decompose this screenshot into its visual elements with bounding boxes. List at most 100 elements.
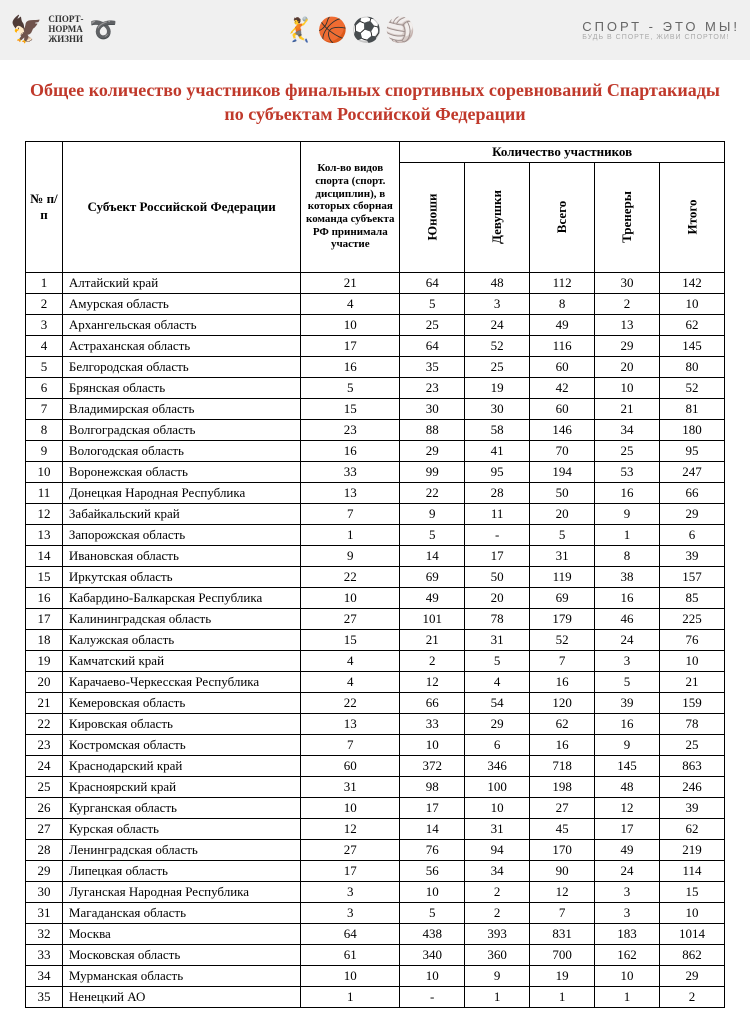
cell-coaches: 48 [595, 776, 660, 797]
cell-num: 16 [26, 587, 63, 608]
col-boys: Юноши [400, 162, 465, 272]
table-row: 20Карачаево-Черкесская Республика4124165… [26, 671, 725, 692]
cell-girls: 95 [465, 461, 530, 482]
cell-coaches: 1 [595, 986, 660, 1007]
cell-grand: 39 [660, 797, 725, 818]
cell-girls: 10 [465, 797, 530, 818]
cell-total: 69 [530, 587, 595, 608]
table-row: 10Воронежская область33999519453247 [26, 461, 725, 482]
cell-coaches: 8 [595, 545, 660, 566]
cell-grand: 29 [660, 503, 725, 524]
cell-grand: 39 [660, 545, 725, 566]
cell-boys: 10 [400, 881, 465, 902]
cell-kinds: 15 [301, 629, 400, 650]
sport-norma-text: СПОРТ- НОРМА ЖИЗНИ [48, 15, 83, 45]
cell-total: 31 [530, 545, 595, 566]
cell-subject: Калининградская область [62, 608, 300, 629]
cell-girls: 17 [465, 545, 530, 566]
cell-coaches: 53 [595, 461, 660, 482]
cell-num: 30 [26, 881, 63, 902]
cell-girls: 28 [465, 482, 530, 503]
cell-grand: 62 [660, 314, 725, 335]
cell-boys: 14 [400, 818, 465, 839]
cell-kinds: 17 [301, 335, 400, 356]
cell-kinds: 4 [301, 650, 400, 671]
cell-boys: 69 [400, 566, 465, 587]
cell-subject: Алтайский край [62, 272, 300, 293]
cell-grand: 2 [660, 986, 725, 1007]
header-banner: 🦅 СПОРТ- НОРМА ЖИЗНИ ➰ 🤾 🏀 ⚽ 🏐 СПОРТ - Э… [0, 0, 750, 60]
cell-subject: Волгоградская область [62, 419, 300, 440]
col-coaches: Тренеры [595, 162, 660, 272]
cell-girls: 20 [465, 587, 530, 608]
cell-coaches: 5 [595, 671, 660, 692]
cell-num: 22 [26, 713, 63, 734]
cell-boys: 23 [400, 377, 465, 398]
cell-girls: 48 [465, 272, 530, 293]
table-row: 30Луганская Народная Республика310212315 [26, 881, 725, 902]
col-total: Всего [530, 162, 595, 272]
cell-total: 12 [530, 881, 595, 902]
cell-girls: 5 [465, 650, 530, 671]
cell-coaches: 39 [595, 692, 660, 713]
cell-girls: 19 [465, 377, 530, 398]
emblem-icon: 🦅 [10, 15, 42, 45]
table-body: 1Алтайский край216448112301422Амурская о… [26, 272, 725, 1007]
cell-num: 27 [26, 818, 63, 839]
cell-boys: 99 [400, 461, 465, 482]
cell-kinds: 9 [301, 545, 400, 566]
cell-boys: 25 [400, 314, 465, 335]
cell-coaches: 12 [595, 797, 660, 818]
cell-subject: Ивановская область [62, 545, 300, 566]
table-row: 29Липецкая область1756349024114 [26, 860, 725, 881]
cell-kinds: 12 [301, 818, 400, 839]
cell-subject: Красноярский край [62, 776, 300, 797]
table-row: 1Алтайский край21644811230142 [26, 272, 725, 293]
cell-boys: 29 [400, 440, 465, 461]
cell-total: 120 [530, 692, 595, 713]
cell-girls: 6 [465, 734, 530, 755]
cell-kinds: 15 [301, 398, 400, 419]
table-row: 17Калининградская область271017817946225 [26, 608, 725, 629]
cell-total: 718 [530, 755, 595, 776]
table-row: 33Московская область61340360700162862 [26, 944, 725, 965]
cell-coaches: 16 [595, 482, 660, 503]
cell-subject: Кировская область [62, 713, 300, 734]
cell-num: 18 [26, 629, 63, 650]
cell-kinds: 16 [301, 440, 400, 461]
cell-boys: 22 [400, 482, 465, 503]
cell-boys: 64 [400, 272, 465, 293]
cell-num: 15 [26, 566, 63, 587]
athlete-icon: ⚽ [352, 16, 382, 45]
cell-coaches: 162 [595, 944, 660, 965]
cell-kinds: 3 [301, 902, 400, 923]
cell-kinds: 16 [301, 356, 400, 377]
cell-num: 6 [26, 377, 63, 398]
cell-grand: 142 [660, 272, 725, 293]
cell-subject: Калужская область [62, 629, 300, 650]
cell-coaches: 10 [595, 377, 660, 398]
cell-kinds: 33 [301, 461, 400, 482]
table-row: 11Донецкая Народная Республика1322285016… [26, 482, 725, 503]
cell-subject: Владимирская область [62, 398, 300, 419]
cell-total: 8 [530, 293, 595, 314]
cell-total: 146 [530, 419, 595, 440]
cell-girls: 2 [465, 902, 530, 923]
cell-girls: 29 [465, 713, 530, 734]
cell-kinds: 1 [301, 986, 400, 1007]
col-grand: Итого [660, 162, 725, 272]
cell-grand: 145 [660, 335, 725, 356]
cell-boys: 12 [400, 671, 465, 692]
cell-coaches: 10 [595, 965, 660, 986]
cell-kinds: 10 [301, 314, 400, 335]
cell-grand: 85 [660, 587, 725, 608]
cell-coaches: 183 [595, 923, 660, 944]
table-row: 18Калужская область152131522476 [26, 629, 725, 650]
cell-girls: 2 [465, 881, 530, 902]
cell-subject: Вологодская область [62, 440, 300, 461]
table-row: 9Вологодская область162941702595 [26, 440, 725, 461]
cell-kinds: 27 [301, 608, 400, 629]
cell-coaches: 29 [595, 335, 660, 356]
cell-total: 49 [530, 314, 595, 335]
cell-kinds: 31 [301, 776, 400, 797]
